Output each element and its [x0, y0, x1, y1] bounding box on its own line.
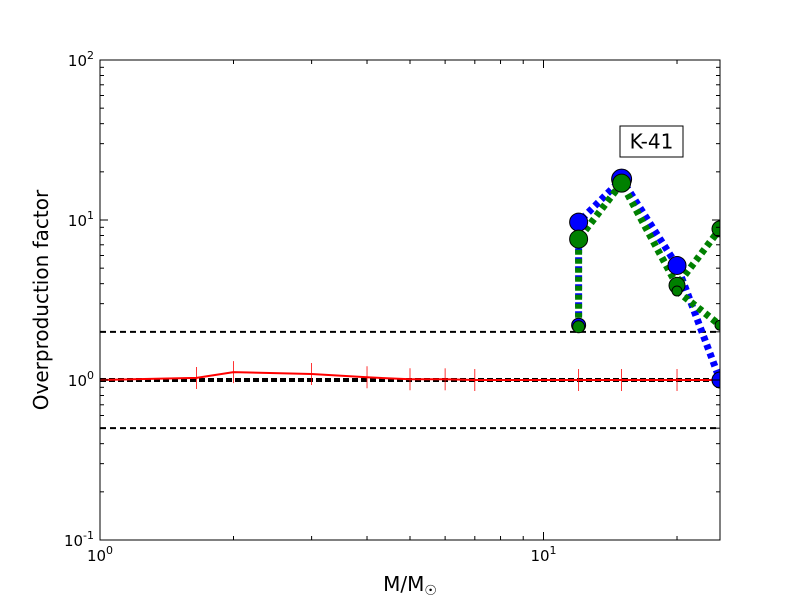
y-tick-label-exp: -1	[83, 529, 94, 542]
series-point-blue	[667, 255, 687, 275]
x-axis-label: M/M☉	[383, 572, 437, 599]
y-tick-label: 10-1	[64, 529, 94, 550]
y-tick-label-base: 10	[64, 532, 83, 550]
annotation-frame	[619, 125, 684, 158]
x-tick-label-exp: 1	[550, 544, 557, 557]
y-tick-label-base: 10	[68, 52, 87, 70]
plot-area	[100, 60, 720, 540]
y-tick-label-exp: 1	[87, 209, 94, 222]
x-tick-label-base: 10	[530, 547, 549, 565]
series-point-green	[572, 320, 586, 334]
y-tick-label: 101	[68, 209, 94, 230]
x-tick-label-exp: 0	[106, 544, 113, 557]
y-tick-label: 102	[68, 49, 94, 70]
series-markers	[100, 168, 720, 391]
annotation-box: K-41	[619, 125, 684, 158]
x-tick-label-base: 10	[87, 547, 106, 565]
series-point-green	[711, 220, 720, 238]
series-point-green	[714, 319, 720, 331]
x-tick-label: 100	[87, 544, 113, 565]
series-line-red	[100, 371, 720, 381]
series-line-green	[575, 176, 720, 328]
y-axis-label: Overproduction factor	[29, 189, 53, 410]
y-tick-label-exp: 2	[87, 49, 94, 62]
series-point-blue	[569, 212, 589, 232]
y-tick-label-base: 10	[68, 212, 87, 230]
x-axis-label-subscript: ☉	[424, 583, 437, 599]
y-tick-label-exp: 0	[87, 369, 94, 382]
series-point-green	[671, 285, 683, 297]
y-tick-label: 100	[68, 369, 94, 390]
series-point-green	[612, 173, 632, 193]
y-tick-label-base: 10	[68, 372, 87, 390]
ticks	[99, 59, 720, 541]
x-tick-label: 101	[530, 544, 556, 565]
x-axis-label-main: M/M	[383, 572, 424, 596]
series-point-green	[569, 229, 589, 249]
annotation-label: K-41	[630, 130, 674, 154]
